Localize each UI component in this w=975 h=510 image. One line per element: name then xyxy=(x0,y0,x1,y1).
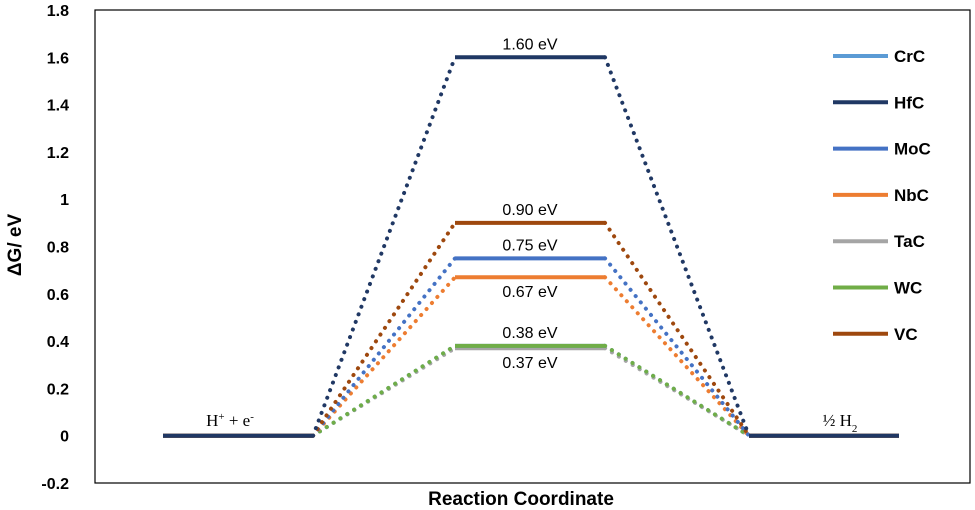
energy-value-label: 0.37 eV xyxy=(502,355,557,372)
energy-value-label: 0.67 eV xyxy=(502,284,557,301)
connector-vc-rise xyxy=(311,220,457,438)
connector-wc-fall xyxy=(603,343,751,438)
energy-value-label: 0.75 eV xyxy=(502,237,557,254)
y-tick-label: 0.4 xyxy=(47,334,69,351)
final-state-sub: 2 xyxy=(852,423,858,435)
y-tick-label: 0.6 xyxy=(47,287,69,304)
plot-area-border xyxy=(94,9,971,484)
connector-wc-rise xyxy=(311,343,457,438)
final-state-base: ½ H xyxy=(823,411,852,430)
legend-label-tac: TaC xyxy=(894,232,925,251)
y-tick-label: 0.2 xyxy=(47,381,69,398)
connector-hfc-rise xyxy=(311,55,457,438)
legend-label-nbc: NbC xyxy=(894,186,929,205)
legend-label-wc: WC xyxy=(894,279,922,298)
connector-nbc-rise xyxy=(311,275,457,438)
connector-tac-rise xyxy=(311,346,457,438)
y-tick-label: 1.6 xyxy=(47,50,69,67)
y-tick-label: 1 xyxy=(60,192,69,209)
connector-vc-fall xyxy=(603,220,751,438)
energy-value-label: 0.90 eV xyxy=(502,202,557,219)
legend-label-moc: MoC xyxy=(894,140,931,159)
connector-nbc-fall xyxy=(603,275,751,438)
y-tick-label: 1.8 xyxy=(47,3,69,20)
y-tick-label: 1.2 xyxy=(47,145,69,162)
y-tick-label: 0.8 xyxy=(47,240,69,257)
legend-label-hfc: HfC xyxy=(894,93,924,112)
legend-label-vc: VC xyxy=(894,325,918,344)
connector-hfc-fall xyxy=(603,55,751,438)
initial-state-sup1: + xyxy=(218,411,224,423)
initial-state-sup2: - xyxy=(250,411,254,423)
y-tick-label: -0.2 xyxy=(41,476,69,493)
y-tick-label: 0 xyxy=(60,429,69,446)
final-state-label: ½ H2 xyxy=(823,411,858,435)
connector-moc-rise xyxy=(311,256,457,438)
initial-state-base: H xyxy=(206,411,218,430)
x-axis-title: Reaction Coordinate xyxy=(428,489,614,510)
y-tick-label: 1.4 xyxy=(47,98,69,115)
energy-value-label: 1.60 eV xyxy=(502,36,557,53)
y-axis-title: ΔG/ eV xyxy=(5,214,26,277)
legend-label-crc: CrC xyxy=(894,47,925,66)
initial-state-mid: + e xyxy=(225,411,251,430)
connector-moc-fall xyxy=(603,256,751,438)
initial-state-label: H+ + e- xyxy=(206,411,254,430)
energy-value-label: 0.38 eV xyxy=(502,325,557,342)
